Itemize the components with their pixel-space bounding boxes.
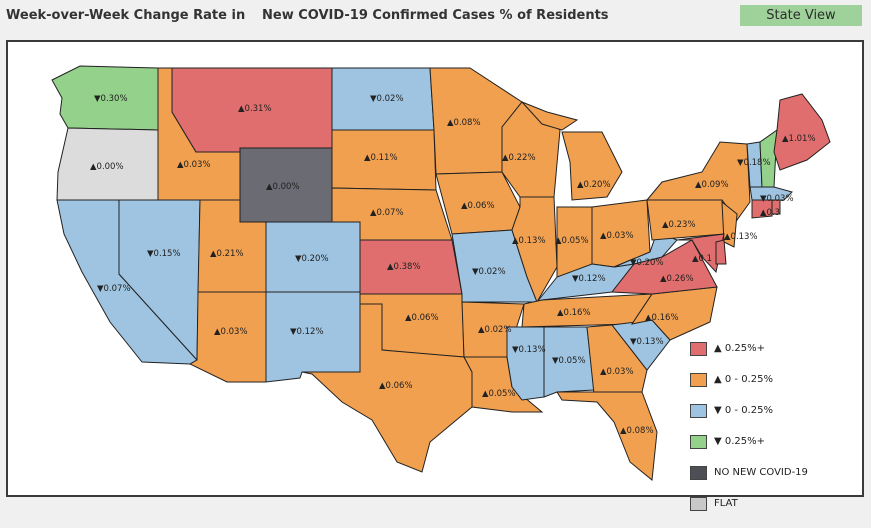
state-label-ct: ▲0.3 (760, 208, 780, 218)
state-label-ky: ▼0.12% (572, 274, 606, 284)
legend-label: NO NEW COVID-19 (714, 467, 808, 478)
state-label-pa: ▲0.23% (662, 220, 696, 230)
state-label-in: ▲0.05% (555, 236, 589, 246)
state-label-ga: ▲0.03% (600, 367, 634, 377)
state-de[interactable] (715, 239, 727, 265)
state-az[interactable] (188, 291, 267, 383)
state-label-nm: ▼0.12% (290, 327, 324, 337)
top-bar: Week-over-Week Change Rate in New COVID-… (0, 0, 871, 34)
state-nm[interactable] (265, 291, 361, 383)
us-map: ▼0.30% ▲0.00% ▼0.07% ▼0.15% ▲0.03% ▲0.31… (51, 65, 831, 481)
state-il[interactable] (511, 196, 558, 304)
state-label-ny: ▲0.09% (695, 180, 729, 190)
legend-item[interactable]: ▼ 0 - 0.25% (690, 404, 855, 426)
legend-label: FLAT (714, 498, 738, 509)
state-label-sc: ▼0.13% (630, 337, 664, 347)
legend-label: ▼ 0.25%+ (714, 436, 766, 447)
state-label-tn: ▲0.16% (557, 308, 591, 318)
legend-swatch (690, 466, 707, 480)
state-al[interactable] (543, 326, 595, 398)
state-label-wi: ▲0.22% (502, 153, 536, 163)
legend-item[interactable]: FLAT (690, 497, 855, 519)
state-label-md: ▲0.1 (692, 254, 712, 264)
legend: ▲ 0.25%+ ▲ 0 - 0.25% ▼ 0 - 0.25% ▼ 0.25%… (690, 342, 855, 528)
state-label-va: ▲0.26% (660, 274, 694, 284)
state-label-mo: ▼0.02% (472, 267, 506, 277)
state-label-wy: ▲0.00% (266, 182, 300, 192)
legend-swatch (690, 435, 707, 449)
state-label-ia: ▲0.06% (461, 201, 495, 211)
state-label-nd: ▼0.02% (370, 94, 404, 104)
state-label-mt: ▲0.31% (238, 104, 272, 114)
state-tx[interactable] (301, 303, 473, 473)
legend-label: ▲ 0 - 0.25% (714, 374, 773, 385)
state-ri[interactable] (771, 199, 781, 215)
state-label-nj: ▲0.13% (724, 232, 758, 242)
state-label-tx: ▲0.06% (379, 381, 413, 391)
legend-item[interactable]: ▲ 0.25%+ (690, 342, 855, 364)
state-label-fl: ▲0.08% (620, 426, 654, 436)
state-label-ma: ▼0.03% (760, 194, 794, 204)
state-label-oh: ▲0.03% (600, 231, 634, 241)
legend-swatch (690, 404, 707, 418)
state-label-il: ▲0.13% (512, 236, 546, 246)
state-view-button[interactable]: State View (740, 5, 862, 26)
state-label-ne: ▲0.07% (370, 208, 404, 218)
legend-swatch (690, 342, 707, 356)
legend-item[interactable]: NO NEW COVID-19 (690, 466, 855, 488)
state-mi-upper[interactable] (521, 101, 579, 131)
state-label-ok: ▲0.06% (405, 313, 439, 323)
state-label-nv: ▼0.15% (147, 249, 181, 259)
legend-swatch (690, 497, 707, 511)
metric-title: Week-over-Week Change Rate in (6, 8, 246, 23)
legend-label: ▲ 0.25%+ (714, 343, 766, 354)
state-label-az: ▲0.03% (214, 327, 248, 337)
legend-swatch (690, 373, 707, 387)
state-mi[interactable] (561, 131, 623, 201)
state-label-wv: ▼0.20% (630, 258, 664, 268)
state-md[interactable] (676, 233, 725, 274)
state-label-ks: ▲0.38% (387, 262, 421, 272)
state-label-co: ▼0.20% (295, 254, 329, 264)
legend-label: ▼ 0 - 0.25% (714, 405, 773, 416)
state-label-sd: ▲0.11% (364, 153, 398, 163)
state-ct[interactable] (751, 199, 773, 219)
state-nj[interactable] (721, 200, 738, 248)
state-fl[interactable] (556, 391, 658, 481)
page-title: New COVID-19 Confirmed Cases % of Reside… (262, 8, 609, 23)
state-label-al: ▼0.05% (552, 356, 586, 366)
state-label-wa: ▼0.30% (94, 94, 128, 104)
state-label-mn: ▲0.08% (447, 118, 481, 128)
state-label-ut: ▲0.21% (210, 249, 244, 259)
state-label-vt: ▼0.18% (737, 158, 771, 168)
legend-item[interactable]: ▼ 0.25%+ (690, 435, 855, 457)
state-label-me: ▲1.01% (782, 134, 816, 144)
state-ma[interactable] (749, 186, 793, 201)
legend-item[interactable]: ▲ 0 - 0.25% (690, 373, 855, 395)
map-panel: ▼0.30% ▲0.00% ▼0.07% ▼0.15% ▲0.03% ▲0.31… (6, 40, 864, 511)
state-label-mi: ▲0.20% (577, 180, 611, 190)
state-label-ar: ▲0.02% (478, 325, 512, 335)
state-label-nc: ▲0.16% (645, 313, 679, 323)
state-label-id: ▲0.03% (177, 160, 211, 170)
state-me[interactable] (773, 93, 831, 171)
state-label-la: ▲0.05% (482, 389, 516, 399)
state-label-ms: ▼0.13% (512, 345, 546, 355)
state-label-ca: ▼0.07% (97, 284, 131, 294)
state-label-or: ▲0.00% (90, 162, 124, 172)
state-ga[interactable] (586, 324, 648, 395)
